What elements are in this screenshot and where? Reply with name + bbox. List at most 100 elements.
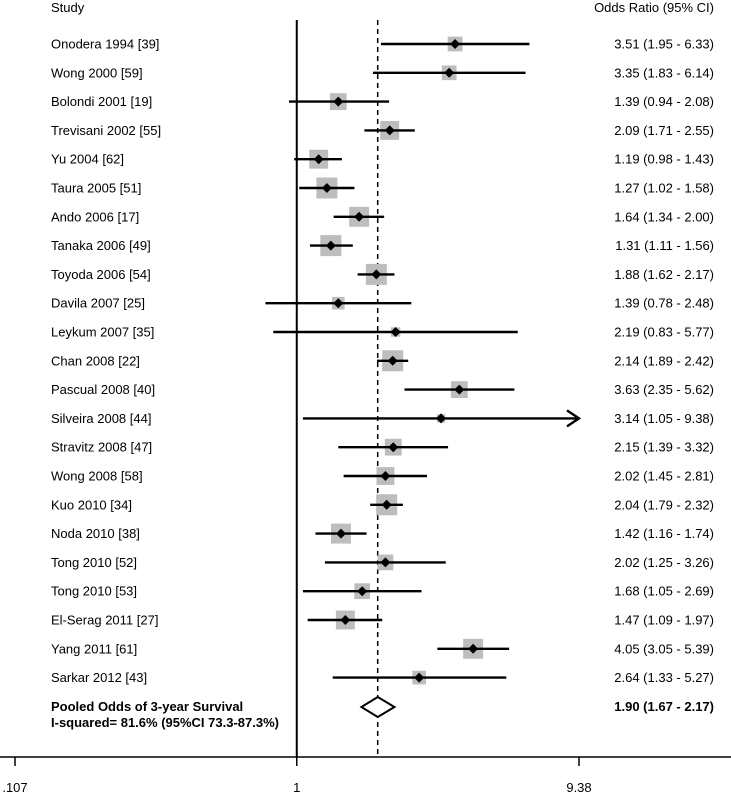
study-odds-ratio: 1.39 (0.78 - 2.48): [614, 296, 714, 311]
study-odds-ratio: 2.09 (1.71 - 2.55): [614, 123, 714, 138]
study-label: Bolondi 2001 [19]: [51, 94, 152, 109]
study-row: Pascual 2008 [40] 3.63 (2.35 - 5.62): [51, 381, 714, 398]
point-estimate-marker: [325, 240, 336, 251]
study-odds-ratio: 2.02 (1.25 - 3.26): [614, 555, 714, 570]
point-estimate-marker: [380, 557, 391, 568]
point-estimate-marker: [321, 183, 332, 193]
study-odds-ratio: 1.27 (1.02 - 1.58): [614, 181, 714, 196]
x-tick-label: .107: [2, 780, 27, 795]
pooled-label: Pooled Odds of 3-year Survival: [51, 699, 243, 714]
study-odds-ratio: 2.19 (0.83 - 5.77): [614, 325, 714, 340]
study-row: Wong 2000 [59] 3.35 (1.83 - 6.14): [51, 65, 714, 80]
study-label: Stravitz 2008 [47]: [51, 440, 152, 455]
study-label: Onodera 1994 [39]: [51, 37, 159, 52]
point-estimate-marker: [333, 96, 344, 107]
header-odds-ratio: Odds Ratio (95% CI): [594, 0, 714, 15]
study-row: Leykum 2007 [35] 2.19 (0.83 - 5.77): [51, 325, 714, 340]
ci-arrow-icon: [566, 409, 582, 428]
study-row: Trevisani 2002 [55] 2.09 (1.71 - 2.55): [51, 120, 714, 140]
study-label: Leykum 2007 [35]: [51, 325, 154, 340]
study-row: Davila 2007 [25] 1.39 (0.78 - 2.48): [51, 296, 714, 311]
point-estimate-marker: [387, 355, 398, 366]
study-row: Kuo 2010 [34] 2.04 (1.79 - 2.32): [51, 494, 714, 516]
point-estimate-marker: [381, 499, 392, 510]
point-estimate-marker: [340, 615, 351, 625]
header-study: Study: [51, 0, 85, 15]
study-label: Ando 2006 [17]: [51, 209, 139, 224]
study-row: Silveira 2008 [44] 3.14 (1.05 - 9.38): [51, 409, 714, 428]
point-estimate-marker: [380, 471, 391, 481]
study-label: El-Serag 2011 [27]: [51, 613, 158, 628]
point-estimate-marker: [354, 211, 365, 222]
study-row: Tanaka 2006 [49] 1.31 (1.11 - 1.56): [51, 235, 714, 257]
study-row: Tong 2010 [53] 1.68 (1.05 - 2.69): [51, 583, 714, 600]
study-odds-ratio: 1.42 (1.16 - 1.74): [614, 526, 714, 541]
study-label: Silveira 2008 [44]: [51, 411, 151, 426]
study-label: Taura 2005 [51]: [51, 181, 141, 196]
study-label: Wong 2000 [59]: [51, 65, 143, 80]
study-odds-ratio: 2.14 (1.89 - 2.42): [614, 353, 714, 368]
pooled-diamond: [359, 695, 397, 719]
heterogeneity-label: I-squared= 81.6% (95%CI 73.3-87.3%): [51, 715, 279, 730]
study-label: Chan 2008 [22]: [51, 353, 140, 368]
study-row: Stravitz 2008 [47] 2.15 (1.39 - 3.32): [51, 438, 714, 456]
study-label: Sarkar 2012 [43]: [51, 670, 147, 685]
study-odds-ratio: 1.88 (1.62 - 2.17): [614, 267, 714, 282]
x-axis: .107 1 9.38: [0, 756, 731, 795]
point-estimate-marker: [414, 672, 425, 683]
point-estimate-marker: [388, 442, 399, 453]
study-label: Pascual 2008 [40]: [51, 382, 155, 397]
study-odds-ratio: 3.35 (1.83 - 6.14): [614, 65, 714, 80]
point-estimate-marker: [450, 39, 461, 49]
pooled-odds-ratio: 1.90 (1.67 - 2.17): [614, 699, 714, 714]
point-estimate-marker: [333, 298, 344, 309]
point-estimate-marker: [444, 67, 455, 78]
study-row: El-Serag 2011 [27] 1.47 (1.09 - 1.97): [51, 610, 714, 630]
study-label: Tong 2010 [53]: [51, 584, 137, 599]
study-row: Bolondi 2001 [19] 1.39 (0.94 - 2.08): [51, 93, 714, 110]
study-odds-ratio: 3.51 (1.95 - 6.33): [614, 37, 714, 52]
study-row: Sarkar 2012 [43] 2.64 (1.33 - 5.27): [51, 670, 714, 685]
study-row: Taura 2005 [51] 1.27 (1.02 - 1.58): [51, 177, 714, 199]
point-estimate-marker: [371, 269, 382, 280]
study-odds-ratio: 3.14 (1.05 - 9.38): [614, 411, 714, 426]
study-label: Tanaka 2006 [49]: [51, 238, 151, 253]
study-row: Onodera 1994 [39] 3.51 (1.95 - 6.33): [51, 37, 714, 52]
study-odds-ratio: 1.64 (1.34 - 2.00): [614, 209, 714, 224]
point-estimate-marker: [335, 528, 346, 539]
study-odds-ratio: 2.64 (1.33 - 5.27): [614, 670, 714, 685]
study-label: Yu 2004 [62]: [51, 152, 124, 167]
study-row: Yu 2004 [62] 1.19 (0.98 - 1.43): [51, 149, 714, 169]
study-label: Yang 2011 [61]: [51, 641, 137, 656]
pooled-estimate: Pooled Odds of 3-year SurvivalI-squared=…: [51, 695, 714, 730]
study-row: Chan 2008 [22] 2.14 (1.89 - 2.42): [51, 350, 714, 372]
point-estimate-marker: [454, 384, 465, 395]
study-odds-ratio: 1.68 (1.05 - 2.69): [614, 584, 714, 599]
study-label: Tong 2010 [52]: [51, 555, 137, 570]
study-odds-ratio: 2.02 (1.45 - 2.81): [614, 469, 714, 484]
study-label: Trevisani 2002 [55]: [51, 123, 161, 138]
study-odds-ratio: 4.05 (3.05 - 5.39): [614, 641, 714, 656]
study-odds-ratio: 3.63 (2.35 - 5.62): [614, 382, 714, 397]
study-odds-ratio: 2.04 (1.79 - 2.32): [614, 497, 714, 512]
study-row: Ando 2006 [17] 1.64 (1.34 - 2.00): [51, 206, 714, 227]
point-estimate-marker: [313, 154, 324, 165]
reference-lines: [295, 20, 379, 757]
study-label: Wong 2008 [58]: [51, 469, 143, 484]
x-tick-label: 1: [293, 780, 300, 795]
study-row: Toyoda 2006 [54] 1.88 (1.62 - 2.17): [51, 263, 714, 285]
point-estimate-marker: [436, 413, 447, 424]
study-odds-ratio: 2.15 (1.39 - 3.32): [614, 440, 714, 455]
study-row: Noda 2010 [38] 1.42 (1.16 - 1.74): [51, 523, 714, 544]
study-row: Yang 2011 [61] 4.05 (3.05 - 5.39): [51, 638, 714, 659]
study-label: Toyoda 2006 [54]: [51, 267, 151, 282]
x-tick-label: 9.38: [566, 780, 591, 795]
point-estimate-marker: [357, 586, 368, 597]
study-odds-ratio: 1.19 (0.98 - 1.43): [614, 152, 714, 167]
study-rows: Onodera 1994 [39] 3.51 (1.95 - 6.33) Wong …: [51, 37, 714, 686]
study-label: Noda 2010 [38]: [51, 526, 140, 541]
point-estimate-marker: [384, 125, 395, 136]
study-label: Davila 2007 [25]: [51, 296, 145, 311]
study-row: Tong 2010 [52] 2.02 (1.25 - 3.26): [51, 554, 714, 571]
